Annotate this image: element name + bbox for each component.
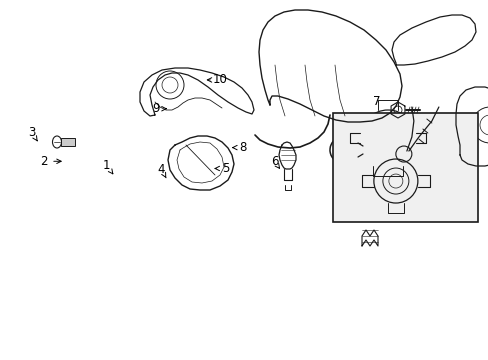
Text: 9: 9 [152, 102, 160, 115]
Text: 2: 2 [40, 155, 48, 168]
Text: 10: 10 [212, 73, 227, 86]
Text: 7: 7 [372, 95, 380, 108]
Text: 3: 3 [28, 126, 36, 139]
Bar [61, 138, 75, 146]
Text: 8: 8 [238, 141, 246, 154]
Text: 6: 6 [270, 156, 278, 168]
Bar [333, 113, 477, 222]
Text: 4: 4 [157, 163, 165, 176]
Text: 5: 5 [222, 162, 229, 175]
Text: 1: 1 [102, 159, 110, 172]
